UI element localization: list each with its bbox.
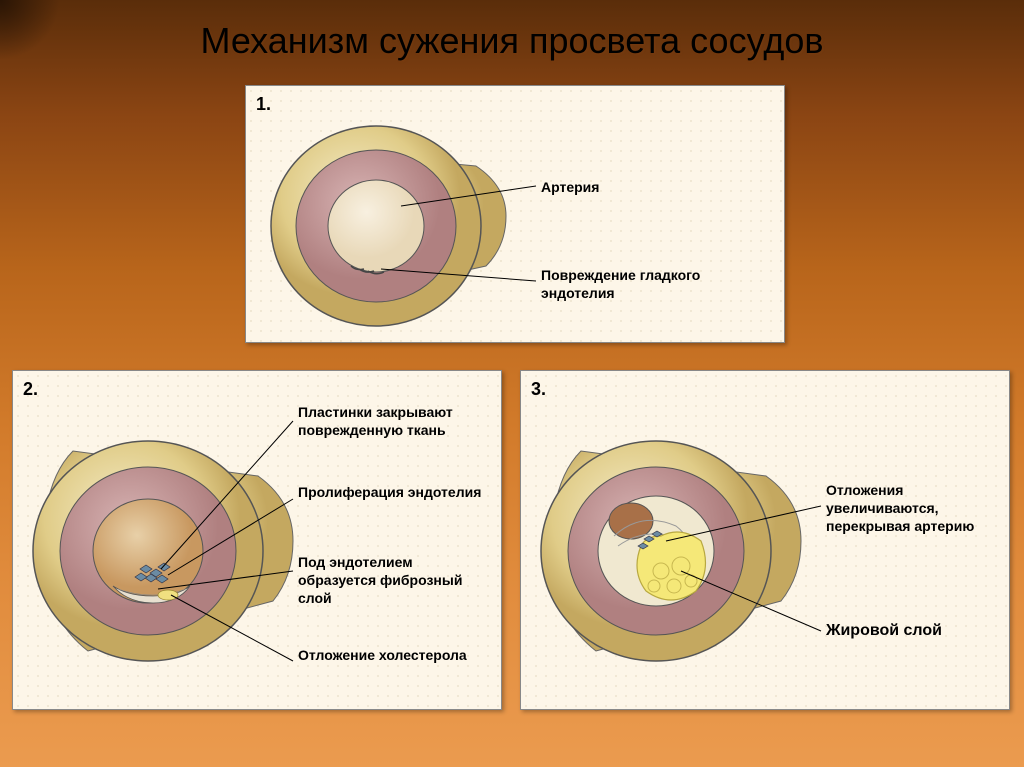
label-deposits: Отложения увеличиваются, перекрывая арте… — [826, 481, 1001, 536]
corner-decoration — [0, 0, 60, 60]
panel-2: 2. — [12, 370, 502, 710]
leader-lines-1 — [246, 86, 786, 344]
label-endothelium-damage: Повреждение гладкого эндотелия — [541, 266, 761, 302]
panel-1-number: 1. — [256, 94, 271, 115]
label-artery: Артерия — [541, 178, 599, 196]
panel-1: 1. — [245, 85, 785, 343]
slide-title: Механизм сужения просвета сосудов — [0, 0, 1024, 62]
leader-lines-3 — [521, 371, 1011, 711]
label-proliferation: Пролиферация эндотелия — [298, 483, 493, 501]
panel-2-number: 2. — [23, 379, 38, 400]
panel-3-number: 3. — [531, 379, 546, 400]
panel-3: 3. — [520, 370, 1010, 710]
label-fibrous: Под эндотелием образуется фиброзный слой — [298, 553, 493, 608]
label-platelets: Пластинки закрывают поврежденную ткань — [298, 403, 493, 439]
label-fat-layer: Жировой слой — [826, 621, 942, 642]
label-cholesterol: Отложение холестерола — [298, 646, 493, 664]
slide: Механизм сужения просвета сосудов 1. — [0, 0, 1024, 767]
